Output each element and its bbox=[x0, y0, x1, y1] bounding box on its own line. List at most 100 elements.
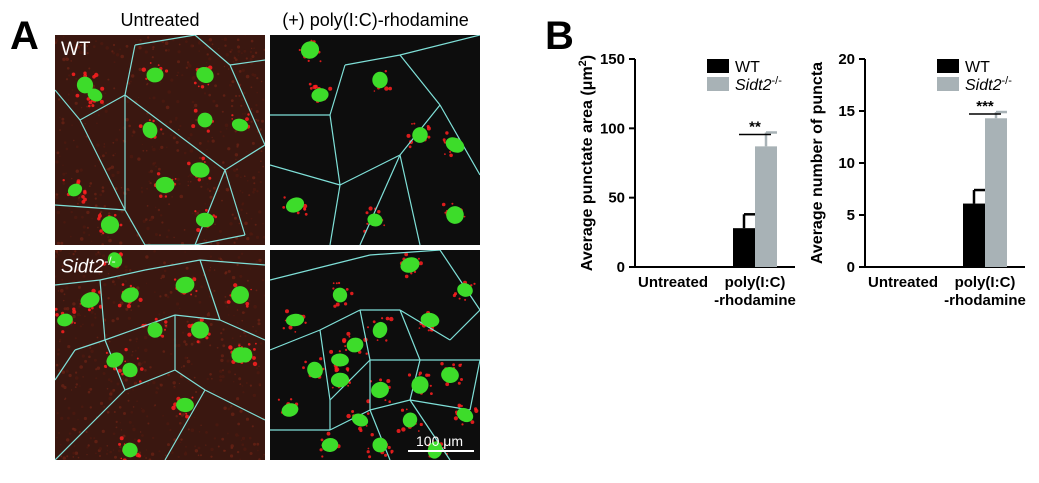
background-speckle bbox=[67, 99, 70, 101]
background-speckle bbox=[233, 216, 237, 220]
background-speckle bbox=[128, 420, 132, 424]
background-speckle bbox=[61, 121, 65, 125]
background-speckle bbox=[206, 53, 209, 56]
cell-border bbox=[339, 154, 401, 186]
background-speckle bbox=[223, 449, 226, 452]
background-speckle bbox=[213, 289, 216, 292]
rhodamine-punctum bbox=[408, 145, 412, 149]
rhodamine-punctum bbox=[338, 350, 341, 353]
background-speckle bbox=[206, 188, 210, 191]
rhodamine-punctum bbox=[463, 215, 466, 218]
rhodamine-punctum bbox=[100, 86, 105, 91]
background-speckle bbox=[227, 432, 229, 435]
cell-border bbox=[99, 279, 106, 341]
background-speckle bbox=[87, 390, 91, 394]
rhodamine-punctum bbox=[384, 453, 388, 457]
background-speckle bbox=[247, 128, 250, 131]
nucleus bbox=[197, 112, 213, 128]
background-speckle bbox=[243, 92, 246, 94]
background-speckle bbox=[154, 404, 156, 407]
rhodamine-punctum bbox=[304, 360, 307, 364]
rhodamine-punctum bbox=[427, 373, 431, 377]
column-header-polyic: (+) poly(I:C)-rhodamine bbox=[282, 10, 469, 30]
cell-border bbox=[329, 359, 371, 401]
background-speckle bbox=[229, 359, 232, 361]
rhodamine-punctum bbox=[196, 228, 201, 232]
rhodamine-punctum bbox=[282, 206, 286, 209]
background-speckle bbox=[134, 438, 136, 441]
background-speckle bbox=[177, 343, 181, 348]
background-speckle bbox=[149, 366, 152, 369]
background-speckle bbox=[166, 146, 168, 149]
background-speckle bbox=[157, 208, 161, 212]
background-speckle bbox=[195, 390, 198, 394]
background-speckle bbox=[77, 456, 80, 459]
background-speckle bbox=[198, 50, 200, 52]
cell-border bbox=[359, 309, 371, 361]
background-speckle bbox=[107, 273, 110, 275]
background-speckle bbox=[238, 70, 242, 73]
background-speckle bbox=[122, 377, 125, 380]
background-speckle bbox=[132, 351, 134, 353]
rhodamine-punctum bbox=[138, 124, 143, 128]
background-speckle bbox=[236, 38, 240, 42]
cell-border bbox=[79, 94, 126, 121]
background-speckle bbox=[209, 266, 212, 269]
background-speckle bbox=[98, 343, 101, 345]
background-speckle bbox=[96, 143, 100, 147]
cell-border bbox=[124, 94, 226, 171]
background-speckle bbox=[62, 35, 65, 38]
background-speckle bbox=[56, 210, 61, 215]
background-speckle bbox=[93, 113, 96, 116]
background-speckle bbox=[190, 44, 194, 48]
background-speckle bbox=[164, 49, 168, 52]
background-speckle bbox=[100, 42, 104, 46]
rhodamine-punctum bbox=[124, 360, 127, 363]
background-speckle bbox=[194, 449, 199, 453]
rhodamine-punctum bbox=[145, 77, 148, 80]
nucleus bbox=[142, 121, 158, 139]
background-speckle bbox=[108, 238, 112, 243]
background-speckle bbox=[257, 119, 260, 122]
rhodamine-punctum bbox=[164, 320, 168, 324]
background-speckle bbox=[177, 71, 180, 74]
background-speckle bbox=[149, 169, 154, 173]
background-speckle bbox=[240, 208, 243, 212]
background-speckle bbox=[167, 373, 170, 377]
background-speckle bbox=[223, 37, 228, 42]
background-speckle bbox=[141, 434, 144, 437]
background-speckle bbox=[149, 182, 152, 185]
background-speckle bbox=[155, 165, 158, 168]
background-speckle bbox=[250, 86, 253, 89]
cell-border bbox=[219, 319, 265, 341]
background-speckle bbox=[103, 143, 105, 145]
background-speckle bbox=[129, 154, 134, 159]
background-speckle bbox=[108, 212, 111, 215]
background-speckle bbox=[208, 268, 212, 272]
nucleus bbox=[122, 442, 138, 458]
background-speckle bbox=[192, 106, 195, 109]
background-speckle bbox=[173, 236, 175, 239]
background-speckle bbox=[204, 45, 208, 49]
background-speckle bbox=[129, 269, 132, 272]
nucleus bbox=[372, 71, 388, 89]
background-speckle bbox=[256, 442, 260, 446]
background-speckle bbox=[246, 236, 250, 241]
nucleus bbox=[107, 252, 123, 268]
rhodamine-punctum bbox=[193, 108, 198, 113]
background-speckle bbox=[55, 363, 59, 367]
rhodamine-punctum bbox=[196, 340, 200, 344]
background-speckle bbox=[127, 392, 129, 395]
background-speckle bbox=[196, 211, 200, 215]
background-speckle bbox=[258, 210, 262, 214]
background-speckle bbox=[73, 39, 77, 43]
background-speckle bbox=[74, 44, 77, 47]
background-speckle bbox=[79, 325, 82, 328]
bar-wt bbox=[733, 228, 755, 267]
rhodamine-punctum bbox=[407, 373, 412, 377]
rhodamine-punctum bbox=[140, 367, 144, 371]
background-speckle bbox=[184, 251, 186, 253]
rhodamine-punctum bbox=[388, 400, 391, 403]
background-speckle bbox=[248, 436, 252, 440]
background-speckle bbox=[172, 39, 175, 42]
